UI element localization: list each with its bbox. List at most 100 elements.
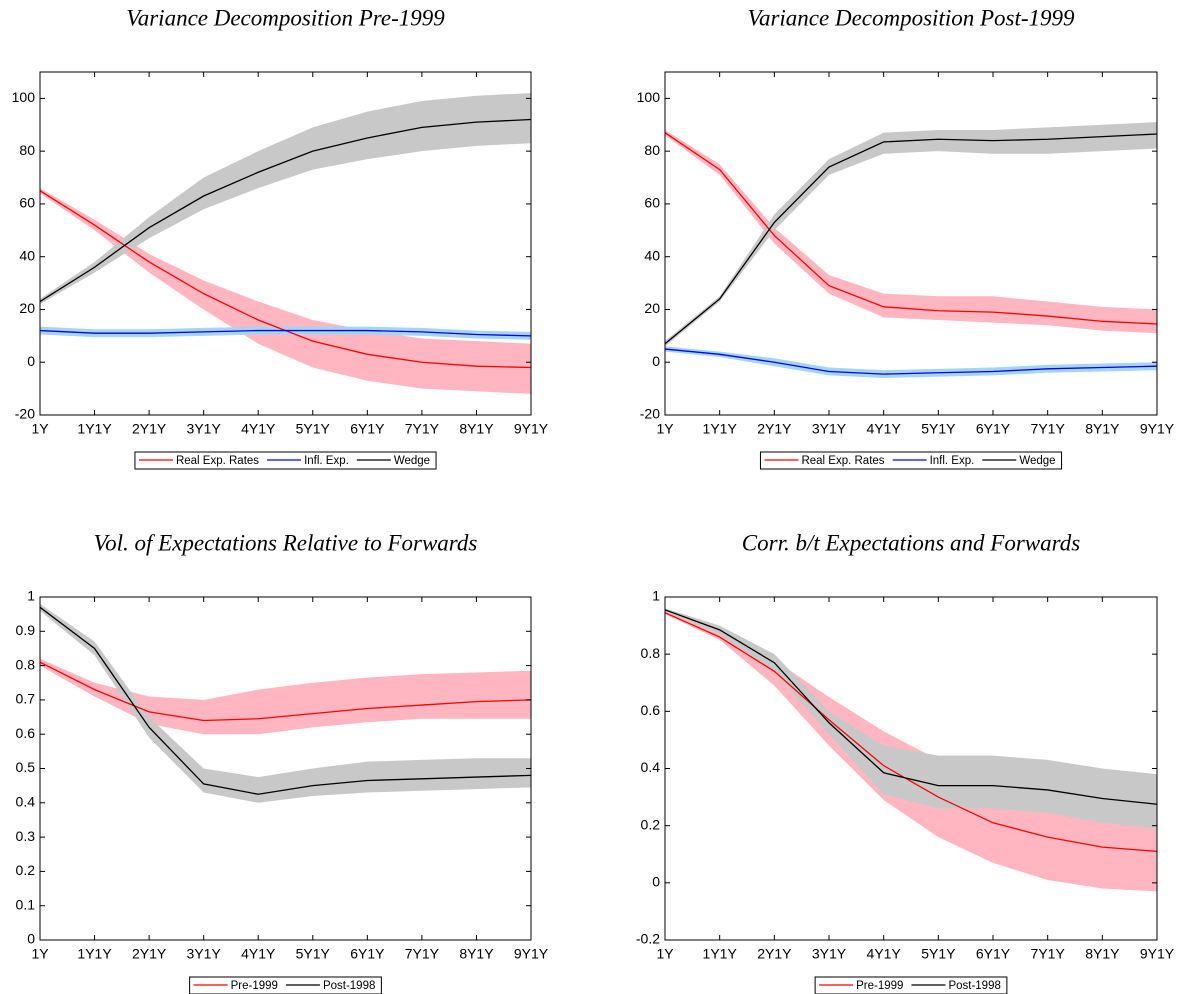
legend-label: Real Exp. Rates bbox=[176, 455, 259, 467]
confidence-band bbox=[40, 658, 531, 735]
x-tick-label: 9Y1Y bbox=[514, 421, 549, 437]
y-tick-label: 0.8 bbox=[16, 656, 36, 672]
x-tick-label: 9Y1Y bbox=[514, 946, 549, 962]
y-tick-label: 0.4 bbox=[16, 794, 36, 810]
series-line bbox=[665, 348, 1157, 375]
x-tick-label: 7Y1Y bbox=[1031, 946, 1066, 962]
x-tick-label: 3Y1Y bbox=[812, 946, 847, 962]
y-tick-label: 0.1 bbox=[16, 896, 36, 912]
x-tick-label: 6Y1Y bbox=[976, 946, 1011, 962]
x-tick-label: 5Y1Y bbox=[296, 421, 331, 437]
legend: Real Exp. Rates Infl. Exp. Wedge bbox=[134, 451, 437, 470]
legend-label: Wedge bbox=[1019, 455, 1055, 467]
confidence-band bbox=[665, 346, 1157, 379]
y-tick-label: 0 bbox=[27, 353, 35, 369]
y-tick-label: 0.8 bbox=[641, 645, 661, 661]
y-tick-label: -0.2 bbox=[636, 931, 660, 947]
x-tick-label: 5Y1Y bbox=[296, 946, 331, 962]
x-tick-label: 7Y1Y bbox=[1031, 421, 1066, 437]
x-tick-label: 9Y1Y bbox=[1140, 421, 1175, 437]
series-line bbox=[665, 609, 1157, 805]
x-tick-label: 6Y1Y bbox=[976, 421, 1011, 437]
y-tick-label: 0 bbox=[27, 931, 35, 947]
confidence-band bbox=[665, 122, 1157, 347]
y-tick-label: 40 bbox=[19, 247, 35, 263]
legend-label: Infl. Exp. bbox=[930, 455, 975, 467]
y-tick-label: 0.2 bbox=[16, 862, 36, 878]
x-tick-label: 1Y1Y bbox=[703, 946, 738, 962]
x-tick-label: 9Y1Y bbox=[1140, 946, 1175, 962]
y-tick-label: 0.2 bbox=[641, 816, 661, 832]
x-tick-label: 7Y1Y bbox=[405, 946, 440, 962]
confidence-band bbox=[40, 326, 531, 340]
x-tick-label: 8Y1Y bbox=[459, 946, 494, 962]
series-line bbox=[40, 329, 531, 337]
y-tick-label: 0.4 bbox=[641, 759, 661, 775]
y-tick-label: 80 bbox=[19, 142, 35, 158]
y-tick-label: 1 bbox=[27, 588, 35, 604]
series-line bbox=[665, 132, 1157, 325]
confidence-band bbox=[40, 603, 531, 803]
confidence-band bbox=[665, 130, 1157, 334]
chart-title: Corr. b/t Expectations and Forwards bbox=[742, 530, 1080, 555]
x-tick-label: 1Y1Y bbox=[703, 421, 738, 437]
legend-label: Wedge bbox=[394, 455, 430, 467]
y-tick-label: 0.7 bbox=[16, 691, 36, 707]
y-tick-label: 0.6 bbox=[16, 725, 36, 741]
x-tick-label: 4Y1Y bbox=[867, 421, 902, 437]
plot-area bbox=[665, 122, 1157, 379]
legend-label: Real Exp. Rates bbox=[801, 455, 884, 467]
y-tick-label: 0 bbox=[652, 353, 660, 369]
legend: Pre-1999 Post-1998 bbox=[814, 976, 1008, 994]
y-tick-label: 80 bbox=[644, 142, 660, 158]
legend-label: Post-1998 bbox=[948, 980, 1000, 992]
x-tick-label: 4Y1Y bbox=[867, 946, 902, 962]
legend-box bbox=[189, 976, 382, 994]
series-line bbox=[40, 118, 531, 303]
y-tick-label: 0 bbox=[652, 874, 660, 890]
plot-area bbox=[665, 608, 1157, 892]
legend-label: Infl. Exp. bbox=[304, 455, 349, 467]
x-tick-label: 6Y1Y bbox=[350, 946, 385, 962]
y-tick-label: -20 bbox=[640, 406, 660, 422]
legend-label: Post-1998 bbox=[323, 980, 375, 992]
x-tick-label: 1Y bbox=[656, 946, 674, 962]
axes-box bbox=[664, 71, 1158, 416]
x-tick-label: 8Y1Y bbox=[459, 421, 494, 437]
legend-label: Pre-1999 bbox=[231, 980, 278, 992]
legend: Pre-1999 Post-1998 bbox=[189, 976, 382, 994]
series-line bbox=[40, 661, 531, 722]
y-tick-label: 0.9 bbox=[16, 622, 36, 638]
x-tick-label: 8Y1Y bbox=[1085, 946, 1120, 962]
legend-box bbox=[814, 976, 1008, 994]
y-tick-label: 60 bbox=[19, 195, 35, 211]
x-tick-label: 4Y1Y bbox=[241, 421, 276, 437]
x-tick-label: 3Y1Y bbox=[812, 421, 847, 437]
plot-area bbox=[40, 93, 531, 394]
x-tick-label: 5Y1Y bbox=[921, 421, 956, 437]
plot-area bbox=[40, 603, 531, 803]
x-tick-label: 1Y bbox=[656, 421, 674, 437]
chart-title: Variance Decomposition Pre-1999 bbox=[126, 5, 445, 30]
x-tick-label: 2Y1Y bbox=[757, 421, 792, 437]
y-tick-label: 0.3 bbox=[16, 828, 36, 844]
legend: Real Exp. Rates Infl. Exp. Wedge bbox=[759, 451, 1063, 470]
confidence-band bbox=[665, 608, 1157, 829]
y-tick-label: 40 bbox=[644, 247, 660, 263]
x-tick-label: 8Y1Y bbox=[1085, 421, 1120, 437]
legend-label: Pre-1999 bbox=[856, 980, 903, 992]
chart-title: Vol. of Expectations Relative to Forward… bbox=[94, 530, 478, 555]
series-line bbox=[665, 133, 1157, 345]
x-tick-label: 7Y1Y bbox=[405, 421, 440, 437]
x-tick-label: 1Y bbox=[31, 421, 49, 437]
x-tick-label: 3Y1Y bbox=[187, 946, 222, 962]
x-tick-label: 5Y1Y bbox=[921, 946, 956, 962]
x-tick-label: 1Y1Y bbox=[77, 421, 112, 437]
y-tick-label: 0.5 bbox=[16, 759, 36, 775]
y-tick-label: 100 bbox=[637, 89, 661, 105]
confidence-band bbox=[40, 93, 531, 305]
x-tick-label: 1Y1Y bbox=[77, 946, 112, 962]
chart-title: Variance Decomposition Post-1999 bbox=[747, 5, 1075, 30]
y-tick-label: 1 bbox=[652, 588, 660, 604]
